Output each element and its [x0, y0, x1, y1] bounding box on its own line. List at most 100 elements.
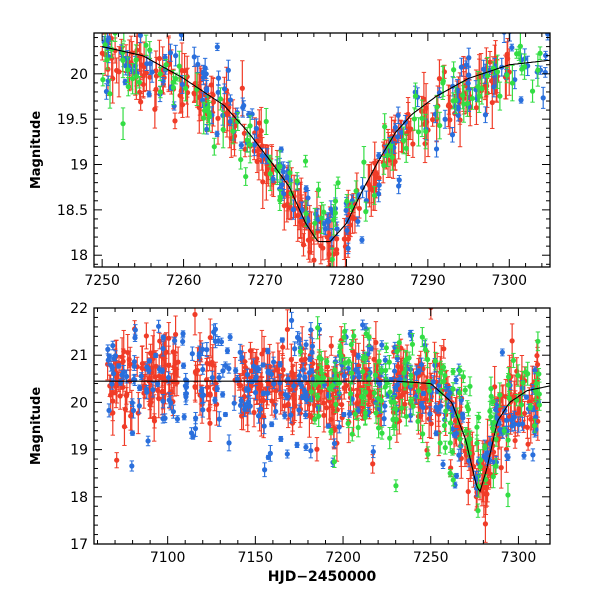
data-point-red	[192, 384, 198, 390]
x-tick-label: 7260	[166, 273, 202, 289]
data-point-red	[134, 47, 140, 53]
data-point-blue	[216, 416, 222, 422]
data-point-red	[512, 437, 518, 444]
data-point-red	[207, 420, 213, 426]
data-point-green	[476, 93, 482, 99]
data-point-blue	[508, 417, 515, 423]
data-point-red	[525, 441, 531, 447]
data-point-green	[244, 137, 250, 143]
data-point-blue	[277, 361, 283, 367]
data-point-blue	[178, 33, 185, 38]
data-point-blue	[376, 191, 382, 197]
data-point-red	[521, 410, 528, 417]
x-tick-label: 7270	[247, 273, 283, 289]
data-point-blue	[244, 371, 250, 378]
data-point-blue	[328, 206, 334, 212]
x-tick-label: 7250	[84, 273, 120, 289]
data-point-blue	[258, 406, 264, 412]
data-point-blue	[198, 388, 204, 394]
data-point-red	[318, 243, 324, 249]
data-point-green	[329, 256, 335, 263]
data-point-blue	[280, 169, 286, 175]
data-point-red	[140, 81, 146, 88]
data-point-blue	[200, 407, 206, 413]
data-point-green	[469, 95, 476, 102]
data-point-red	[155, 387, 161, 394]
data-point-blue	[290, 206, 297, 213]
data-point-red	[441, 346, 447, 352]
data-point-red	[254, 356, 260, 362]
data-point-green	[133, 73, 140, 79]
data-point-blue	[418, 362, 425, 368]
data-point-red	[210, 92, 216, 98]
data-point-red	[110, 398, 116, 404]
data-point-blue	[370, 449, 376, 455]
top-panel-y-axis-label: Magnitude	[29, 111, 44, 190]
data-point-green	[434, 104, 440, 110]
data-point-blue	[458, 64, 465, 70]
data-point-blue	[326, 218, 332, 224]
data-point-red	[159, 374, 165, 381]
data-point-green	[494, 69, 501, 75]
data-point-red	[172, 118, 178, 124]
data-point-red	[311, 402, 318, 408]
data-point-blue	[227, 334, 233, 340]
data-point-green	[423, 128, 429, 135]
x-tick-label: 7290	[410, 273, 446, 289]
data-point-blue	[191, 54, 197, 60]
top-panel: 7250 7260 7270 7280 7290 7300 18 18.5 19 19.5 20 M…	[29, 32, 551, 289]
data-point-red	[258, 382, 264, 388]
top-panel-ticks	[94, 33, 550, 267]
data-point-red	[284, 201, 291, 207]
data-point-blue	[265, 390, 271, 396]
data-point-red	[117, 393, 123, 399]
data-point-red	[535, 418, 541, 425]
data-point-green	[535, 67, 541, 73]
data-point-green	[353, 188, 359, 194]
data-point-green	[277, 197, 283, 203]
data-point-blue	[240, 104, 246, 111]
data-point-red	[282, 403, 288, 409]
data-point-blue	[288, 412, 294, 418]
data-point-red	[490, 449, 497, 455]
data-point-green	[217, 96, 224, 102]
data-point-red	[251, 409, 257, 416]
data-point-blue	[395, 134, 401, 140]
data-point-red	[269, 398, 275, 404]
data-point-red	[114, 457, 120, 463]
data-point-red	[423, 105, 429, 111]
data-point-red	[242, 358, 248, 365]
data-point-blue	[518, 97, 524, 103]
data-point-red	[356, 205, 362, 212]
data-point-red	[371, 356, 377, 362]
data-point-blue	[373, 377, 379, 383]
data-point-red	[405, 126, 411, 132]
data-point-red	[278, 391, 284, 397]
data-point-blue	[355, 353, 361, 359]
data-point-blue	[382, 403, 388, 409]
y-tick-label: 20	[70, 67, 88, 83]
data-point-red	[179, 102, 186, 108]
data-point-red	[239, 85, 245, 91]
data-point-green	[125, 84, 131, 90]
data-point-green	[263, 118, 269, 125]
data-point-blue	[226, 365, 232, 372]
data-point-green	[277, 163, 283, 170]
data-point-blue	[123, 373, 130, 380]
data-point-blue	[204, 86, 210, 92]
data-point-blue	[165, 374, 172, 381]
data-point-blue	[172, 338, 178, 344]
data-point-green	[176, 63, 182, 69]
data-point-green	[332, 198, 339, 204]
data-point-green	[415, 129, 422, 135]
data-point-red	[256, 120, 262, 126]
data-point-red	[157, 338, 163, 344]
data-point-blue	[132, 377, 138, 383]
data-point-green	[419, 115, 425, 121]
data-point-red	[152, 106, 158, 112]
data-point-green	[401, 137, 407, 144]
data-point-green	[100, 77, 106, 83]
data-point-red	[324, 364, 331, 370]
